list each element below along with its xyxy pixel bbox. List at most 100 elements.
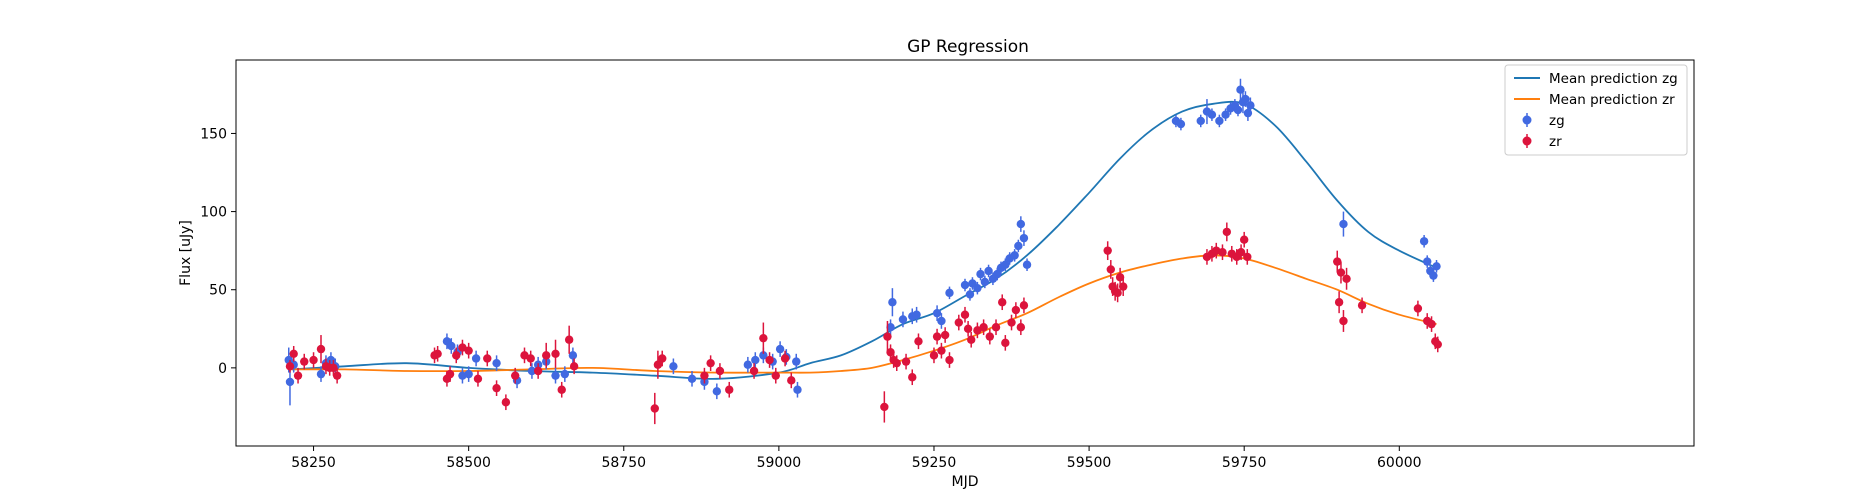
zr-data-point bbox=[458, 343, 467, 352]
zg-data-point bbox=[1019, 233, 1029, 243]
zr-data-point bbox=[1239, 235, 1249, 244]
zr-data-point bbox=[985, 332, 995, 341]
zr-data-point bbox=[300, 357, 309, 366]
x-tick-label: 60000 bbox=[1377, 455, 1422, 471]
zg-data-point bbox=[1010, 251, 1019, 260]
zr-data-point bbox=[901, 357, 911, 366]
zr-data-point bbox=[1339, 316, 1348, 326]
zr-data-point bbox=[706, 358, 715, 368]
zr-data-point bbox=[929, 351, 939, 360]
zr-data-point bbox=[979, 323, 988, 332]
zg-data-point bbox=[1246, 101, 1255, 110]
zg-data-point bbox=[912, 310, 921, 319]
zr-data-point bbox=[960, 310, 970, 319]
zr-data-point bbox=[1336, 268, 1346, 277]
zg-data-point bbox=[316, 369, 326, 379]
zg-data-point bbox=[976, 269, 985, 279]
zg-data-point bbox=[1432, 262, 1441, 271]
x-tick-label: 58750 bbox=[601, 455, 646, 471]
zr-data-point bbox=[932, 332, 942, 341]
zg-data-point bbox=[1176, 119, 1186, 129]
zg-data-point bbox=[743, 360, 753, 369]
zg-data-point bbox=[793, 385, 802, 394]
zg-data-point bbox=[1339, 219, 1348, 229]
zr-data-point bbox=[765, 355, 774, 365]
x-tick-label: 58500 bbox=[446, 455, 491, 471]
y-tick-label: 150 bbox=[200, 126, 227, 142]
zr-data-point bbox=[1103, 246, 1112, 255]
zr-data-point bbox=[1222, 227, 1232, 237]
x-tick-label: 59500 bbox=[1067, 455, 1112, 471]
zg-data-point bbox=[945, 288, 954, 298]
zr-data-point bbox=[445, 369, 455, 379]
zg-data-point bbox=[792, 357, 801, 366]
zg-data-point bbox=[447, 341, 456, 351]
legend-label-zr-points: zr bbox=[1549, 134, 1562, 150]
zr-data-point bbox=[1019, 301, 1029, 310]
zg-data-point bbox=[464, 369, 473, 379]
zg-data-point bbox=[568, 351, 578, 360]
zr-data-point bbox=[533, 366, 543, 376]
zr-data-point bbox=[1236, 248, 1246, 257]
zr-data-point bbox=[945, 355, 954, 365]
zr-data-point bbox=[316, 344, 326, 354]
zg-data-point bbox=[1241, 94, 1250, 104]
zg-data-point bbox=[285, 377, 295, 387]
zg-data-point bbox=[527, 366, 537, 376]
zg-data-point bbox=[980, 277, 990, 287]
zr-data-point bbox=[1334, 298, 1344, 307]
zg-data-point bbox=[1207, 110, 1217, 119]
zr-data-point bbox=[700, 371, 709, 380]
zr-data-point bbox=[780, 354, 790, 363]
zg-data-point bbox=[751, 355, 760, 365]
zr-data-point bbox=[991, 323, 1001, 332]
zg-data-point bbox=[888, 298, 897, 307]
zr-data-point bbox=[914, 337, 923, 346]
zg-data-point bbox=[965, 290, 975, 299]
x-axis-label: MJD bbox=[952, 474, 979, 490]
zg-data-point bbox=[759, 351, 768, 360]
y-tick-label: 0 bbox=[218, 361, 227, 377]
y-tick-label: 100 bbox=[200, 205, 227, 221]
zr-data-point bbox=[954, 318, 963, 327]
zr-data-point bbox=[501, 398, 511, 407]
zr-data-point bbox=[1113, 288, 1122, 298]
zr-data-point bbox=[650, 404, 659, 413]
zr-data-point bbox=[492, 383, 501, 393]
zg-data-point bbox=[932, 308, 942, 318]
zg-data-point bbox=[1233, 105, 1243, 115]
zr-data-point bbox=[940, 330, 950, 340]
x-tick-label: 58250 bbox=[291, 455, 336, 471]
zr-data-point bbox=[557, 385, 566, 394]
zr-data-point bbox=[1016, 323, 1026, 332]
zr-data-point bbox=[908, 373, 917, 382]
zr-data-point bbox=[526, 354, 535, 363]
zr-data-point bbox=[1011, 305, 1021, 315]
zr-data-point bbox=[787, 376, 796, 385]
zr-data-point bbox=[749, 366, 759, 376]
zr-data-point bbox=[285, 362, 295, 371]
zr-data-point bbox=[759, 333, 768, 343]
zr-data-point bbox=[433, 349, 442, 358]
zr-data-point bbox=[653, 360, 663, 369]
plot-area-frame bbox=[235, 59, 1695, 447]
zr-data-point bbox=[289, 349, 298, 358]
zg-data-point bbox=[984, 266, 993, 276]
zr-data-point bbox=[998, 298, 1007, 307]
zg-data-point bbox=[960, 280, 970, 290]
data-points bbox=[284, 78, 1442, 425]
zr-data-point bbox=[564, 335, 574, 344]
zg-data-point bbox=[471, 354, 481, 363]
zg-data-point bbox=[1221, 110, 1230, 119]
zr-data-point bbox=[464, 346, 473, 355]
zr-data-point bbox=[1333, 257, 1342, 266]
zr-data-point bbox=[569, 362, 579, 371]
zg-data-point bbox=[1419, 237, 1429, 246]
zr-data-point bbox=[967, 335, 976, 344]
zr-data-point bbox=[510, 371, 520, 380]
zr-data-point bbox=[452, 351, 461, 360]
zr-data-point bbox=[1001, 338, 1010, 348]
y-tick-label: 50 bbox=[209, 283, 227, 299]
zg-data-point bbox=[1022, 260, 1032, 269]
